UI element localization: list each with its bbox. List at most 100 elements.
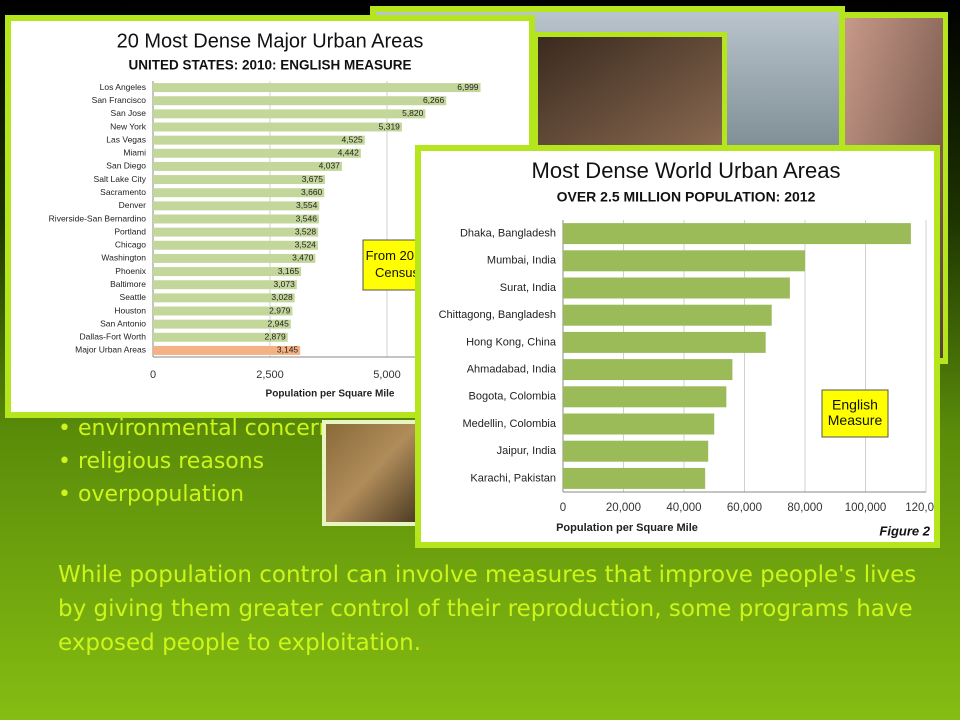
value-label: 3,028	[271, 292, 293, 302]
x-tick-label: 80,000	[787, 502, 822, 514]
bar	[153, 319, 291, 329]
photo	[326, 424, 418, 522]
bar	[153, 109, 426, 119]
bar	[153, 161, 342, 171]
chart-title: 20 Most Dense Major Urban Areas	[117, 30, 424, 52]
value-label: 2,879	[264, 332, 286, 342]
category-label: New York	[110, 121, 147, 131]
category-label: Miami	[123, 148, 146, 158]
bar	[153, 188, 325, 198]
annotation: Census	[375, 265, 420, 280]
category-label: Medellin, Colombia	[462, 418, 556, 430]
category-label: Houston	[114, 305, 146, 315]
x-tick-label: 60,000	[727, 502, 762, 514]
annotation: From 2010	[366, 248, 429, 263]
bullet: religious reasons	[58, 445, 344, 478]
x-tick-label: 40,000	[666, 502, 701, 514]
category-label: Salt Lake City	[94, 174, 147, 184]
bar	[563, 386, 727, 408]
category-label: San Diego	[106, 161, 146, 171]
category-label: Seattle	[120, 292, 147, 302]
chart-body: Most Dense World Urban Areas OVER 2.5 MIL…	[439, 158, 947, 539]
annotation: English	[832, 396, 878, 412]
bar	[153, 293, 295, 303]
value-label: 3,165	[278, 266, 300, 276]
photo	[538, 37, 722, 149]
value-label: 6,999	[457, 82, 479, 92]
bar	[153, 345, 301, 355]
bar	[153, 83, 481, 93]
value-label: 4,037	[319, 161, 341, 171]
value-label: 4,525	[341, 134, 363, 144]
bullet: overpopulation	[58, 478, 344, 511]
bar	[563, 250, 805, 272]
bullet: environmental concerns	[58, 412, 344, 445]
category-label: Ahmadabad, India	[467, 364, 557, 376]
bar	[153, 306, 293, 316]
category-label: Dallas-Fort Worth	[80, 332, 147, 342]
bar	[153, 267, 302, 277]
category-label: Washington	[101, 253, 146, 263]
value-label: 5,820	[402, 108, 424, 118]
value-label: 3,528	[295, 226, 317, 236]
category-label: Phoenix	[115, 266, 146, 276]
category-label: Surat, India	[500, 282, 557, 294]
chart-subtitle: OVER 2.5 MILLION POPULATION: 2012	[557, 189, 816, 205]
value-label: 3,546	[296, 213, 318, 223]
value-label: 3,675	[302, 174, 324, 184]
axis-label: Population per Square Mile	[266, 389, 395, 400]
annotation-box	[821, 389, 889, 438]
category-label: Denver	[119, 200, 147, 210]
x-tick-label: 5,000	[373, 369, 401, 381]
axis-label: Population per Square Mile	[556, 522, 698, 534]
value-label: 2,979	[269, 305, 291, 315]
category-label: Riverside-San Bernardino	[49, 213, 147, 223]
chart: Most Dense World Urban Areas OVER 2.5 MIL…	[415, 145, 947, 548]
bar	[153, 122, 402, 132]
bar	[153, 175, 325, 185]
category-label: Mumbai, India	[487, 255, 557, 267]
bar	[153, 148, 361, 158]
x-tick-label: 100,000	[845, 502, 887, 514]
value-label: 3,470	[292, 253, 314, 263]
annotation: Measure	[828, 412, 883, 428]
bar	[153, 253, 316, 263]
category-label: San Francisco	[92, 95, 147, 105]
bar	[563, 331, 766, 353]
category-label: Dhaka, Bangladesh	[460, 228, 556, 240]
category-label: Karachi, Pakistan	[470, 472, 556, 484]
bar	[153, 240, 318, 250]
category-label: Bogota, Colombia	[469, 391, 557, 403]
paragraph: While population control can involve mea…	[58, 562, 917, 656]
bar	[153, 135, 365, 145]
bar	[153, 214, 319, 224]
bar	[153, 227, 319, 237]
bar	[563, 467, 706, 489]
bar	[153, 280, 297, 290]
category-label: San Jose	[111, 108, 147, 118]
category-label: Los Angeles	[100, 82, 146, 92]
x-tick-label: 2,500	[256, 369, 284, 381]
bar	[563, 413, 715, 435]
value-label: 3,145	[277, 345, 299, 355]
category-label: Chittagong, Bangladesh	[439, 309, 556, 321]
category-label: Portland	[114, 226, 146, 236]
chart-subtitle: UNITED STATES: 2010: ENGLISH MEASURE	[128, 58, 411, 73]
category-label: Las Vegas	[106, 134, 146, 144]
bar	[563, 304, 772, 326]
x-tick-label: 0	[560, 502, 566, 514]
bar	[563, 277, 790, 299]
value-label: 3,660	[301, 187, 323, 197]
value-label: 2,945	[268, 318, 290, 328]
chart-title: Most Dense World Urban Areas	[532, 158, 841, 183]
x-tick-label: 120,000	[905, 502, 947, 514]
footnote: Figure 2	[879, 523, 930, 538]
value-label: 3,524	[295, 240, 317, 250]
category-label: Hong Kong, China	[466, 336, 557, 348]
category-label: Baltimore	[110, 279, 146, 289]
value-label: 5,319	[379, 121, 401, 131]
category-label: Sacramento	[100, 187, 146, 197]
bar	[563, 440, 709, 462]
